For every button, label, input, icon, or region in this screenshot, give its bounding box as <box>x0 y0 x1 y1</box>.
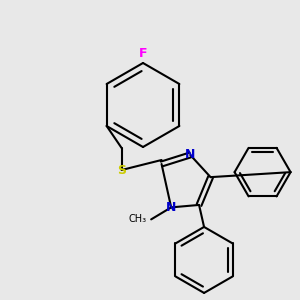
Text: S: S <box>117 164 126 176</box>
Text: F: F <box>139 47 147 60</box>
Text: N: N <box>185 148 195 161</box>
Text: N: N <box>166 201 176 214</box>
Text: CH₃: CH₃ <box>128 214 146 224</box>
